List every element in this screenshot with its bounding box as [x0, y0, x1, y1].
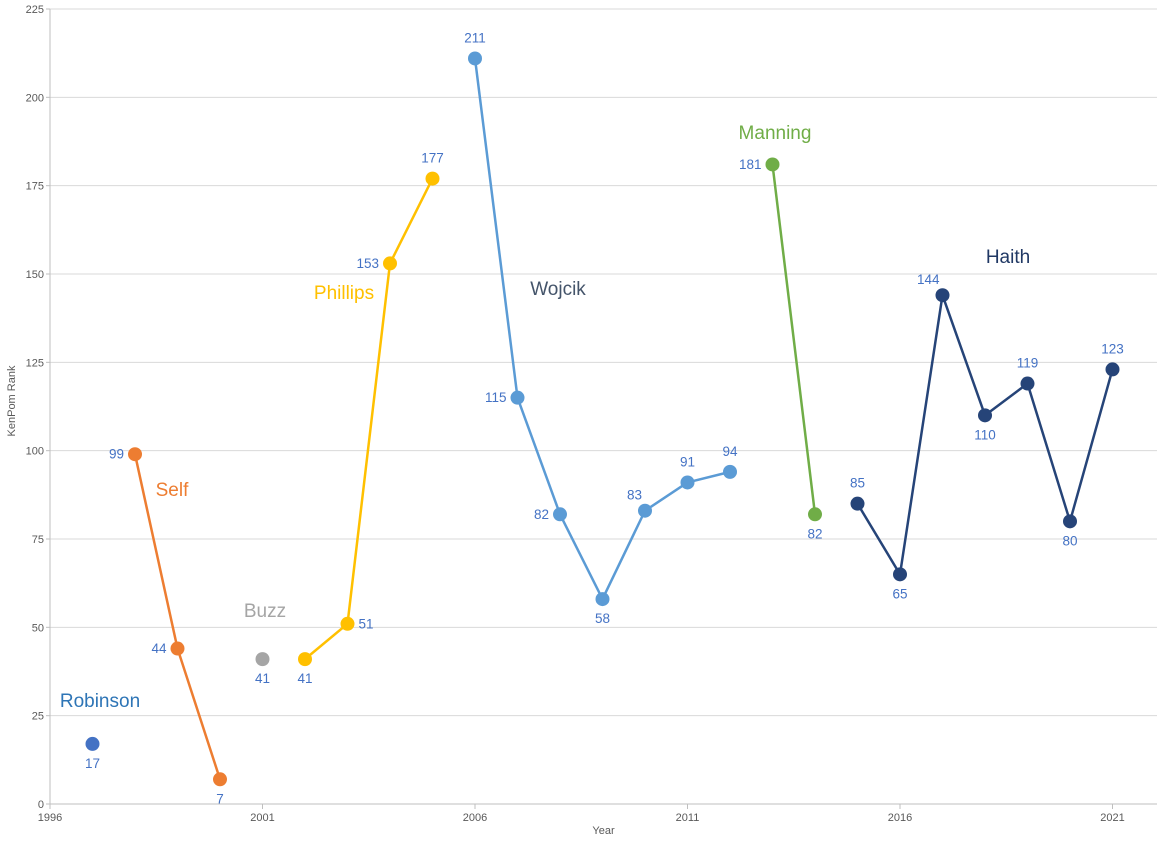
data-label: 119 [1017, 356, 1039, 371]
data-label: 177 [421, 151, 444, 166]
data-label: 153 [356, 256, 379, 271]
data-label: 110 [974, 427, 996, 442]
data-label: 211 [464, 30, 486, 45]
data-point-wojcik [553, 507, 567, 522]
series-name-label-phillips: Phillips [314, 283, 374, 304]
data-label: 44 [151, 641, 167, 656]
series-name-label-wojcik: Wojcik [530, 279, 586, 300]
data-label: 82 [534, 507, 549, 522]
y-tick-label: 75 [32, 534, 44, 546]
y-tick-label: 175 [26, 181, 44, 193]
data-label: 82 [807, 526, 822, 541]
data-point-haith [1063, 514, 1077, 529]
data-point-phillips [425, 171, 440, 186]
y-tick-label: 200 [26, 92, 44, 104]
data-point-haith [1020, 376, 1035, 391]
data-point-phillips [298, 652, 312, 667]
series-line-wojcik [473, 57, 732, 601]
data-point-wojcik [595, 592, 610, 607]
series-name-label-manning: Manning [739, 123, 812, 144]
data-point-haith [935, 288, 950, 303]
data-point-wojcik [468, 51, 482, 66]
data-point-buzz [255, 652, 270, 667]
series-name-label-self: Self [156, 480, 189, 501]
y-tick-label: 25 [32, 711, 44, 723]
data-point-self [170, 641, 185, 656]
data-label: 83 [627, 488, 642, 503]
data-label: 7 [216, 791, 224, 806]
data-point-manning [808, 507, 822, 522]
x-tick-label: 1996 [38, 812, 62, 824]
data-label: 41 [255, 671, 270, 686]
data-label: 41 [297, 671, 312, 686]
data-label: 91 [680, 454, 695, 469]
x-tick-label: 2016 [888, 812, 912, 824]
series-name-label-buzz: Buzz [244, 601, 286, 622]
series-name-label-robinson: Robinson [60, 691, 140, 712]
data-point-wojcik [638, 503, 652, 518]
data-point-haith [978, 408, 992, 423]
data-point-self [213, 772, 227, 787]
data-label: 85 [850, 476, 865, 491]
data-point-robinson [85, 736, 100, 751]
data-label: 80 [1062, 533, 1077, 548]
data-point-manning [765, 157, 780, 172]
y-tick-label: 225 [26, 4, 44, 16]
x-tick-label: 2006 [463, 812, 487, 824]
y-tick-label: 150 [26, 269, 44, 281]
data-point-wojcik [510, 390, 525, 405]
data-point-haith [1105, 362, 1120, 377]
data-label: 115 [485, 390, 507, 405]
data-point-wojcik [680, 475, 695, 490]
data-label: 144 [917, 272, 940, 287]
data-point-wojcik [723, 464, 737, 479]
y-tick-label: 0 [38, 799, 44, 811]
data-label: 94 [722, 444, 738, 459]
data-point-self [128, 447, 142, 462]
series-line-phillips [303, 177, 434, 661]
y-tick-label: 125 [26, 357, 44, 369]
data-label: 65 [892, 586, 907, 601]
data-point-phillips [340, 616, 355, 631]
y-axis-title: KenPom Rank [6, 365, 18, 437]
data-label: 51 [359, 616, 374, 631]
y-tick-label: 50 [32, 622, 44, 634]
series-line-self [133, 452, 222, 781]
data-label: 99 [109, 447, 124, 462]
data-point-haith [850, 496, 865, 511]
data-label: 17 [85, 756, 100, 771]
x-tick-label: 2021 [1100, 812, 1124, 824]
data-point-haith [893, 567, 907, 582]
data-label: 181 [739, 157, 762, 172]
x-tick-label: 2001 [250, 812, 274, 824]
series-line-manning [771, 163, 817, 516]
y-tick-label: 100 [26, 446, 44, 458]
data-point-phillips [383, 256, 397, 271]
data-label: 123 [1101, 341, 1124, 356]
data-label: 58 [595, 611, 610, 626]
x-tick-label: 2011 [676, 812, 700, 824]
x-axis-title: Year [592, 825, 615, 837]
series-name-label-haith: Haith [986, 247, 1030, 268]
